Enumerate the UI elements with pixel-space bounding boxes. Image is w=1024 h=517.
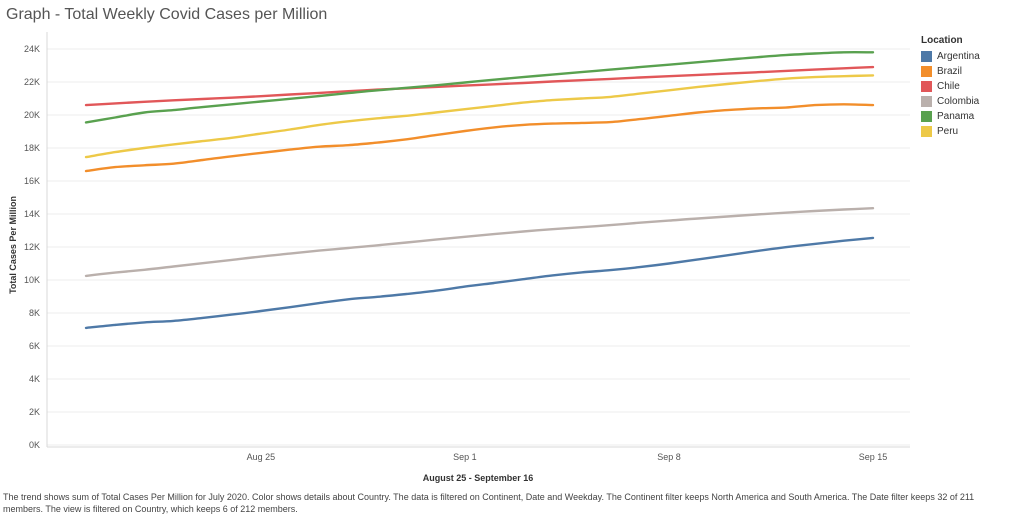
gridlines [46, 32, 910, 448]
legend-swatch [921, 81, 932, 92]
legend: Location Argentina Brazil Chile Colombia Pan… [921, 35, 980, 139]
series-line-colombia[interactable] [84, 207, 875, 278]
y-tick-label: 8K [29, 308, 40, 318]
y-tick-label: 14K [24, 209, 40, 219]
legend-swatch [921, 51, 932, 62]
y-tick-label: 6K [29, 341, 40, 351]
series-line-peru[interactable] [84, 74, 875, 159]
legend-item-chile[interactable]: Chile [921, 79, 980, 94]
legend-swatch [921, 126, 932, 137]
legend-items: Argentina Brazil Chile Colombia Panama Peru [921, 49, 980, 139]
legend-label: Panama [937, 111, 975, 122]
legend-swatch [921, 111, 932, 122]
y-tick-label: 2K [29, 407, 40, 417]
legend-item-panama[interactable]: Panama [921, 109, 980, 124]
legend-item-argentina[interactable]: Argentina [921, 49, 980, 64]
y-tick-label: 20K [24, 110, 40, 120]
legend-label: Peru [937, 126, 959, 137]
legend-label: Argentina [937, 51, 980, 62]
legend-swatch [921, 96, 932, 107]
y-tick-label: 0K [29, 440, 40, 450]
legend-item-peru[interactable]: Peru [921, 124, 980, 139]
x-tick-label: Sep 15 [859, 452, 888, 462]
series-line-chile[interactable] [84, 65, 875, 107]
x-tick-label: Sep 1 [453, 452, 477, 462]
series-line-brazil[interactable] [84, 103, 875, 173]
caption: The trend shows sum of Total Cases Per M… [3, 492, 975, 514]
series-line-panama[interactable] [84, 51, 875, 124]
y-tick-label: 10K [24, 275, 40, 285]
y-tick-label: 4K [29, 374, 40, 384]
series-lines [84, 51, 875, 330]
y-tick-label: 24K [24, 44, 40, 54]
legend-item-colombia[interactable]: Colombia [921, 94, 980, 109]
x-tick-label: Sep 8 [657, 452, 681, 462]
y-tick-label: 22K [24, 77, 40, 87]
y-axis-title: Total Cases Per Million [8, 196, 18, 294]
y-axis-ticks: 0K 2K 4K 6K 8K 10K 12K 14K 16K 18K 20K 22K 24K [24, 44, 40, 450]
chart-title: Graph - Total Weekly Covid Cases per Mil… [6, 6, 328, 23]
legend-label: Colombia [937, 96, 980, 107]
legend-item-brazil[interactable]: Brazil [921, 64, 980, 79]
x-axis-ticks: Aug 25 Sep 1 Sep 8 Sep 15 [247, 452, 888, 462]
legend-title: Location [921, 35, 963, 46]
series-line-argentina[interactable] [84, 236, 875, 330]
y-tick-label: 16K [24, 176, 40, 186]
y-tick-label: 18K [24, 143, 40, 153]
line-chart: 0K 2K 4K 6K 8K 10K 12K 14K 16K 18K 20K 22K 24K Aug 2… [8, 32, 910, 483]
x-axis-title: August 25 - September 16 [423, 473, 534, 483]
legend-label: Chile [937, 81, 960, 92]
legend-swatch [921, 66, 932, 77]
legend-label: Brazil [937, 66, 963, 77]
x-tick-label: Aug 25 [247, 452, 276, 462]
y-tick-label: 12K [24, 242, 40, 252]
